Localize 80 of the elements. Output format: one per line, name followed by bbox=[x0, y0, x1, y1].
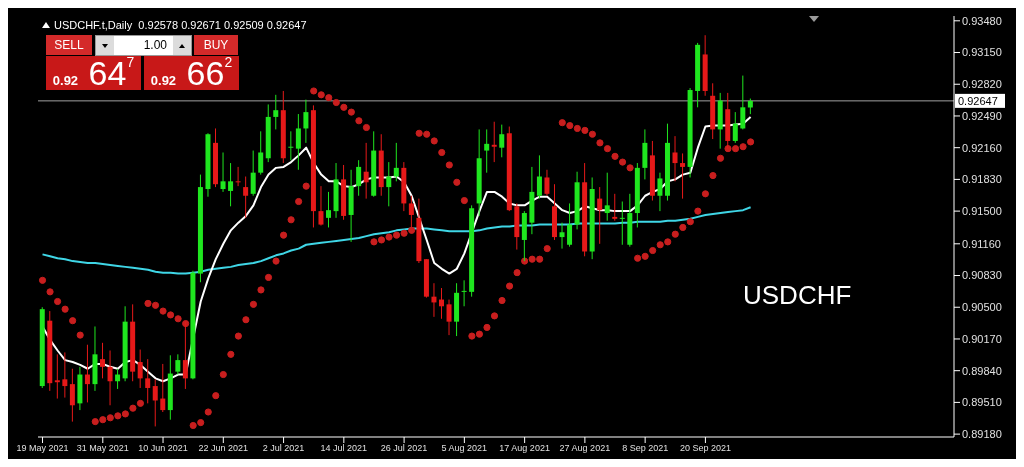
candlestick bbox=[604, 172, 610, 222]
candlestick bbox=[235, 166, 241, 187]
y-tick-label: 0.89840 bbox=[962, 364, 1002, 377]
candlestick bbox=[243, 176, 249, 219]
annotation: 0.92 66$^{2}$ bbox=[150, 53, 233, 92]
candlestick bbox=[619, 201, 625, 246]
x-tick-label: 22 Jun 2021 bbox=[198, 443, 249, 454]
candlestick bbox=[318, 185, 324, 227]
candlestick bbox=[672, 135, 678, 182]
candlestick bbox=[220, 151, 226, 193]
y-tick-label: 0.92490 bbox=[962, 109, 1002, 122]
y-tick-label: 0.92820 bbox=[962, 78, 1002, 91]
candlestick bbox=[303, 99, 309, 144]
candlestick bbox=[228, 162, 234, 207]
candlestick bbox=[107, 349, 113, 406]
y-tick-label: 0.91500 bbox=[962, 205, 1002, 218]
candlestick bbox=[499, 124, 505, 158]
candlestick bbox=[559, 222, 565, 250]
annotation: USDCHF bbox=[743, 280, 852, 311]
x-tick-label: 14 Jul 2021 bbox=[320, 443, 368, 454]
x-tick-label: 8 Sep 2021 bbox=[622, 443, 669, 454]
candlestick bbox=[326, 191, 331, 228]
candlestick bbox=[740, 75, 746, 130]
candlestick bbox=[363, 142, 369, 200]
candlestick bbox=[160, 363, 166, 413]
candlestick bbox=[288, 130, 294, 161]
candlestick bbox=[145, 358, 151, 404]
x-tick-label: 5 Aug 2021 bbox=[441, 443, 488, 454]
candlestick bbox=[175, 353, 181, 376]
candlestick bbox=[62, 351, 68, 399]
x-tick-label: 27 Aug 2021 bbox=[559, 443, 611, 454]
chart-title: USDCHF.t,Daily 0.92578 0.92671 0.92509 0.92647 bbox=[54, 19, 307, 31]
x-tick-label: 31 May 2021 bbox=[76, 443, 129, 454]
y-tick-label: 0.93480 bbox=[962, 14, 1002, 27]
y-tick-label: 0.91830 bbox=[962, 173, 1002, 186]
x-tick-label: 10 Jun 2021 bbox=[138, 443, 188, 454]
y-tick-label: 0.92160 bbox=[962, 141, 1002, 154]
candlestick bbox=[597, 186, 603, 245]
candlestick bbox=[491, 121, 497, 163]
x-tick-label: 19 May 2021 bbox=[16, 443, 69, 454]
y-tick-label: 0.90500 bbox=[962, 301, 1002, 314]
line-series bbox=[41, 206, 752, 275]
candlestick bbox=[152, 378, 158, 427]
x-tick-label: 17 Aug 2021 bbox=[499, 443, 550, 454]
annotation: 0.92 64$^{7}$ bbox=[52, 53, 135, 92]
y-tick-label: 0.89180 bbox=[962, 428, 1002, 441]
candlestick bbox=[137, 349, 143, 389]
x-tick-label: 20 Sep 2021 bbox=[679, 443, 731, 454]
annotation: BUY bbox=[194, 35, 238, 55]
x-tick-label: 26 Jul 2021 bbox=[380, 443, 428, 454]
candlestick bbox=[657, 172, 663, 212]
ref-line-label: 0.92647 bbox=[958, 94, 998, 107]
candlestick bbox=[612, 193, 618, 222]
candlestick bbox=[732, 111, 738, 144]
candlestick bbox=[295, 113, 301, 171]
annotation: SELL bbox=[46, 35, 92, 55]
candlestick bbox=[386, 161, 392, 207]
candlestick bbox=[680, 152, 686, 200]
candlestick bbox=[461, 279, 467, 307]
candlestick bbox=[393, 142, 399, 182]
y-tick-label: 0.90830 bbox=[962, 269, 1002, 282]
candlestick bbox=[258, 130, 264, 176]
y-tick-label: 0.91160 bbox=[962, 237, 1001, 250]
y-tick-label: 0.90170 bbox=[962, 332, 1002, 345]
candlestick bbox=[356, 159, 362, 197]
candlestick bbox=[54, 353, 60, 400]
y-tick-label: 0.93150 bbox=[962, 46, 1002, 59]
y-tick-label: 0.89510 bbox=[962, 396, 1002, 409]
candlestick bbox=[69, 368, 75, 423]
annotation: 1.00 bbox=[143, 38, 167, 52]
candlestick bbox=[544, 169, 550, 197]
candlestick bbox=[273, 94, 279, 130]
candlestick bbox=[84, 344, 90, 403]
x-tick-label: 2 Jul 2021 bbox=[262, 443, 305, 454]
candlestick bbox=[484, 128, 490, 174]
candlestick bbox=[100, 342, 106, 379]
candlestick bbox=[567, 202, 573, 248]
candlestick bbox=[536, 154, 542, 200]
candlestick bbox=[446, 299, 452, 336]
candlestick bbox=[250, 150, 256, 197]
